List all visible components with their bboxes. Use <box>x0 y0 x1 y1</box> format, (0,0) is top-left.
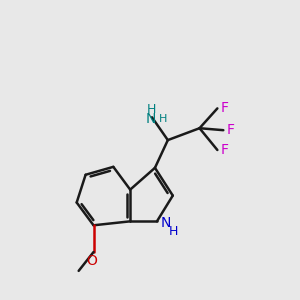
Text: F: F <box>220 101 228 116</box>
Text: O: O <box>86 254 97 268</box>
Text: F: F <box>226 123 234 137</box>
Text: F: F <box>220 143 228 157</box>
Text: H: H <box>146 103 156 116</box>
Text: N: N <box>146 112 156 126</box>
Text: H: H <box>159 114 167 124</box>
Text: H: H <box>169 225 178 238</box>
Text: N: N <box>161 216 171 230</box>
